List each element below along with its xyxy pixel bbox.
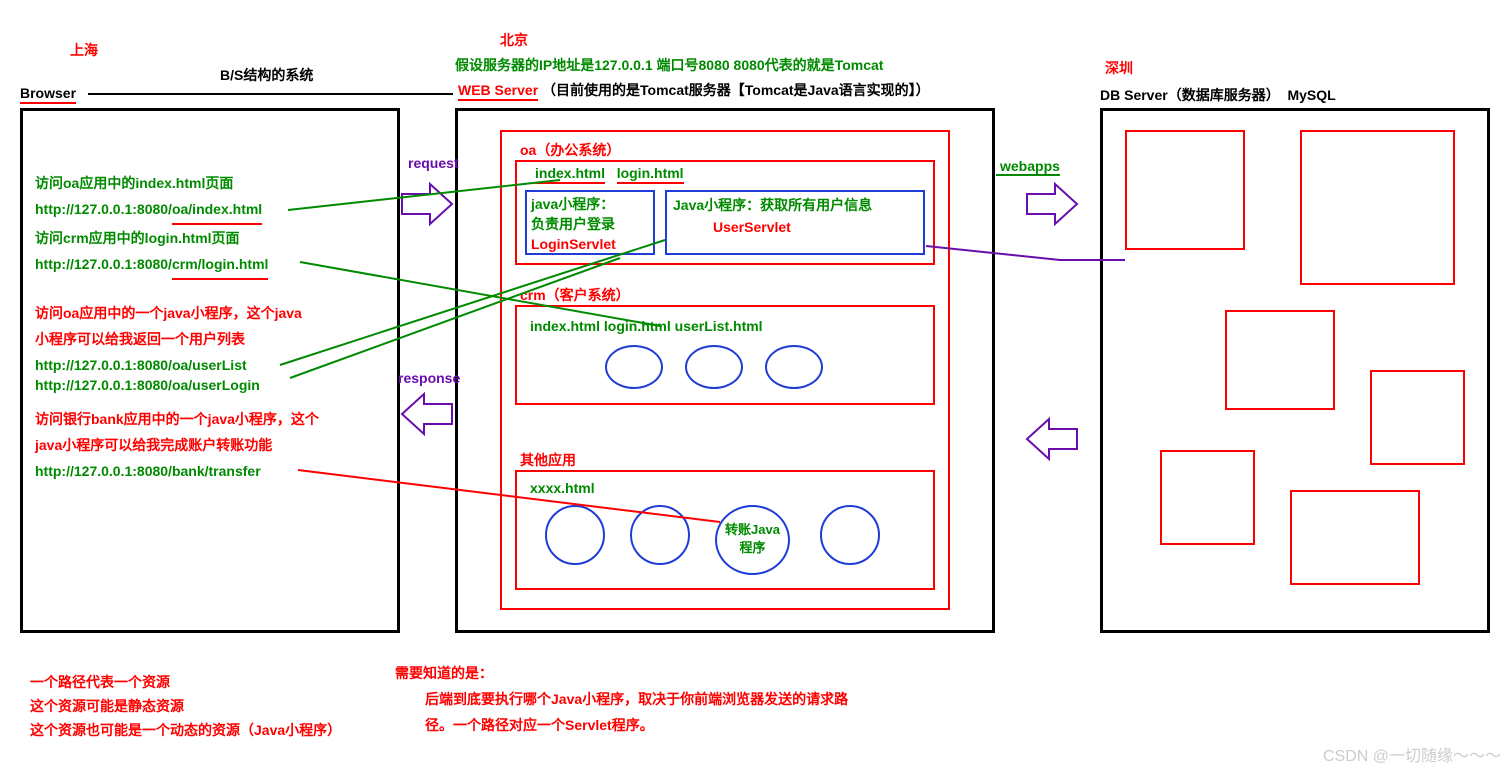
browser-line bbox=[88, 93, 453, 95]
browser-label: Browser bbox=[20, 85, 76, 104]
arrow-request-icon bbox=[400, 180, 455, 230]
watermark: CSDN @一切随缘～～～ bbox=[1323, 742, 1501, 766]
l8: http://127.0.0.1:8080/bank/transfer bbox=[35, 458, 395, 484]
other-circle-2 bbox=[630, 505, 690, 565]
l7b: java小程序可以给我完成账户转账功能 bbox=[35, 432, 395, 458]
l3: 访问crm应用中的login.html页面 bbox=[35, 225, 395, 251]
l6b: http://127.0.0.1:8080/oa/userLogin bbox=[35, 372, 395, 398]
web-server-note: （目前使用的是Tomcat服务器【Tomcat是Java语言实现的】） bbox=[542, 82, 930, 98]
user-servlet-box: Java小程序：获取所有用户信息 UserServlet bbox=[665, 190, 925, 255]
web-server-label: WEB Server bbox=[458, 82, 538, 101]
db-table-5 bbox=[1160, 450, 1255, 545]
arrow-from-db-icon bbox=[1025, 415, 1080, 465]
label-shenzhen: 深圳 bbox=[1105, 58, 1133, 78]
l5b: 小程序可以给我返回一个用户列表 bbox=[35, 326, 395, 352]
oa-files: index.html login.html bbox=[535, 165, 684, 184]
l4: http://127.0.0.1:8080/crm/login.html bbox=[35, 251, 395, 280]
label-shanghai: 上海 bbox=[70, 40, 98, 60]
xxxx: xxxx.html bbox=[530, 480, 595, 496]
label-beijing: 北京 bbox=[500, 30, 528, 50]
l5a: 访问oa应用中的一个java小程序，这个java bbox=[35, 300, 395, 326]
bottom-right: 需要知道的是： 后端到底要执行哪个Java小程序，取决于你前端浏览器发送的请求路… bbox=[395, 660, 965, 738]
label-response: response bbox=[398, 370, 460, 386]
db-table-4 bbox=[1370, 370, 1465, 465]
db-table-3 bbox=[1225, 310, 1335, 410]
ip-line: 假设服务器的IP地址是127.0.0.1 端口号8080 8080代表的就是To… bbox=[455, 55, 883, 75]
crm-title: crm（客户系统） bbox=[520, 285, 630, 305]
other-title: 其他应用 bbox=[520, 450, 576, 470]
arrow-response-icon bbox=[400, 390, 455, 440]
l2: http://127.0.0.1:8080/oa/index.html bbox=[35, 196, 395, 225]
crm-oval-2 bbox=[685, 345, 743, 389]
browser-content: 访问oa应用中的index.html页面 http://127.0.0.1:80… bbox=[35, 170, 395, 484]
crm-oval-3 bbox=[765, 345, 823, 389]
l1: 访问oa应用中的index.html页面 bbox=[35, 170, 395, 196]
db-title: DB Server（数据库服务器） MySQL bbox=[1100, 85, 1336, 105]
crm-files: index.html login.html userList.html bbox=[530, 318, 763, 334]
other-circle-4 bbox=[820, 505, 880, 565]
label-webapps: webapps bbox=[1000, 158, 1060, 174]
bs-title: B/S结构的系统 bbox=[220, 65, 313, 85]
label-request: request bbox=[408, 155, 459, 171]
db-table-2 bbox=[1300, 130, 1455, 285]
l7a: 访问银行bank应用中的一个java小程序，这个 bbox=[35, 406, 395, 432]
oa-title: oa（办公系统） bbox=[520, 140, 620, 160]
bottom-left: 一个路径代表一个资源 这个资源可能是静态资源 这个资源也可能是一个动态的资源（J… bbox=[30, 670, 341, 742]
webapps-underline bbox=[996, 174, 1060, 176]
transfer-circle: 转账Java 程序 bbox=[715, 505, 790, 575]
crm-oval-1 bbox=[605, 345, 663, 389]
web-server-line: WEB Server （目前使用的是Tomcat服务器【Tomcat是Java语… bbox=[458, 80, 930, 101]
db-table-1 bbox=[1125, 130, 1245, 250]
login-servlet-box: java小程序： 负责用户登录 LoginServlet bbox=[525, 190, 655, 255]
other-circle-1 bbox=[545, 505, 605, 565]
db-table-6 bbox=[1290, 490, 1420, 585]
arrow-to-db-icon bbox=[1025, 180, 1080, 230]
